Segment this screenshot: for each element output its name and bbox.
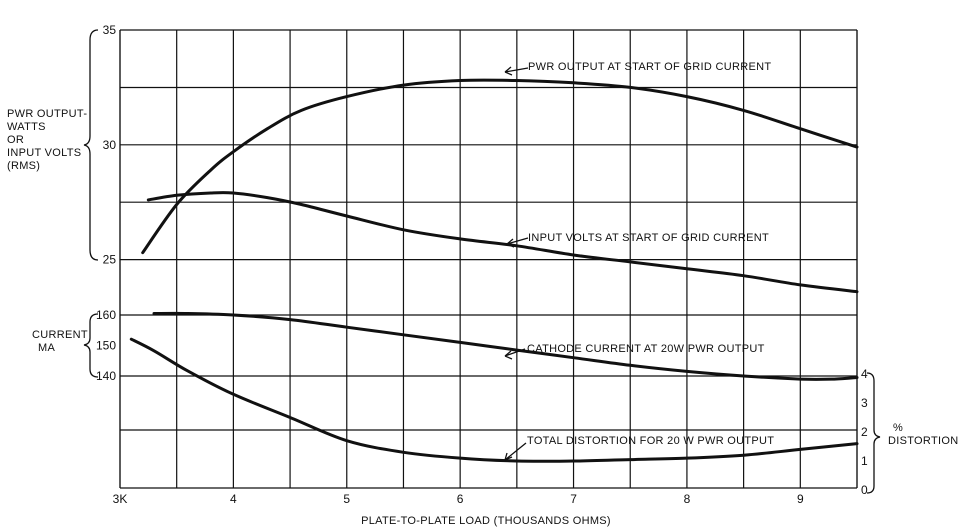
left-axis-title-line-3: OR bbox=[7, 134, 24, 146]
annotation-total-distortion: TOTAL DISTORTION FOR 20 W PWR OUTPUT bbox=[527, 435, 774, 447]
y-tick-label-current: 150 bbox=[96, 339, 116, 353]
curve-power-output bbox=[141, 78, 859, 255]
left-axis-title-line-4: INPUT VOLTS bbox=[7, 147, 81, 159]
annotation-cathode-current: CATHODE CURRENT AT 20W PWR OUTPUT bbox=[527, 343, 765, 355]
y-tick-label-watts: 30 bbox=[103, 138, 117, 152]
curve-cathode-current bbox=[152, 311, 859, 381]
annotation-power-output: PWR OUTPUT AT START OF GRID CURRENT bbox=[528, 61, 771, 73]
y-tick-label-distortion: 1 bbox=[861, 454, 868, 468]
y-tick-label-distortion: 4 bbox=[861, 367, 868, 381]
left-axis-title-line-2: WATTS bbox=[7, 121, 46, 133]
grid-lines bbox=[119, 29, 858, 489]
curve-total-distortion bbox=[129, 337, 859, 463]
current-axis-title-line-2: MA bbox=[38, 342, 55, 354]
distortion-axis-title-line-1: % bbox=[893, 422, 903, 434]
y-tick-label-current: 140 bbox=[96, 369, 116, 383]
x-tick-label: 7 bbox=[570, 492, 577, 506]
x-axis-title: PLATE-TO-PLATE LOAD (THOUSANDS OHMS) bbox=[361, 515, 611, 527]
left-brace-current bbox=[83, 313, 99, 378]
x-tick-label: 8 bbox=[684, 492, 691, 506]
left-axis-title-line-1: PWR OUTPUT- bbox=[7, 108, 87, 120]
annotation-arrow-distortion bbox=[504, 442, 527, 461]
annotation-arrow-input bbox=[506, 237, 529, 248]
y-tick-label-distortion: 0 bbox=[861, 483, 868, 497]
left-brace-watts bbox=[83, 29, 99, 261]
distortion-axis-title-line-2: DISTORTION bbox=[888, 435, 958, 447]
left-axis-title-line-5: (RMS) bbox=[7, 160, 40, 172]
x-tick-label: 5 bbox=[343, 492, 350, 506]
annotation-arrow-power bbox=[504, 66, 529, 76]
y-tick-label-watts: 25 bbox=[103, 253, 117, 267]
annotation-input-volts: INPUT VOLTS AT START OF GRID CURRENT bbox=[528, 232, 769, 244]
y-tick-label-watts: 35 bbox=[103, 23, 117, 37]
x-tick-label: 6 bbox=[457, 492, 464, 506]
curve-input-volts bbox=[146, 191, 859, 294]
tick-labels: 3K 4 5 6 7 8 9 25 30 35 140 150 160 0 1 2 3 4 bbox=[96, 23, 868, 506]
x-tick-label: 3K bbox=[113, 492, 128, 506]
current-axis-title-line-1: CURRENT bbox=[32, 329, 88, 341]
y-tick-label-current: 160 bbox=[96, 308, 116, 322]
axis-braces bbox=[83, 29, 881, 494]
y-tick-label-distortion: 2 bbox=[861, 425, 868, 439]
curve-annotations: PWR OUTPUT AT START OF GRID CURRENT INPU… bbox=[504, 61, 774, 461]
x-tick-label: 4 bbox=[230, 492, 237, 506]
x-tick-label: 9 bbox=[797, 492, 804, 506]
y-tick-label-distortion: 3 bbox=[861, 396, 868, 410]
axis-labels: PLATE-TO-PLATE LOAD (THOUSANDS OHMS) PWR… bbox=[7, 108, 958, 527]
right-brace-distortion bbox=[866, 372, 881, 494]
annotation-arrow-cathode bbox=[504, 348, 526, 360]
data-curves bbox=[129, 78, 859, 463]
